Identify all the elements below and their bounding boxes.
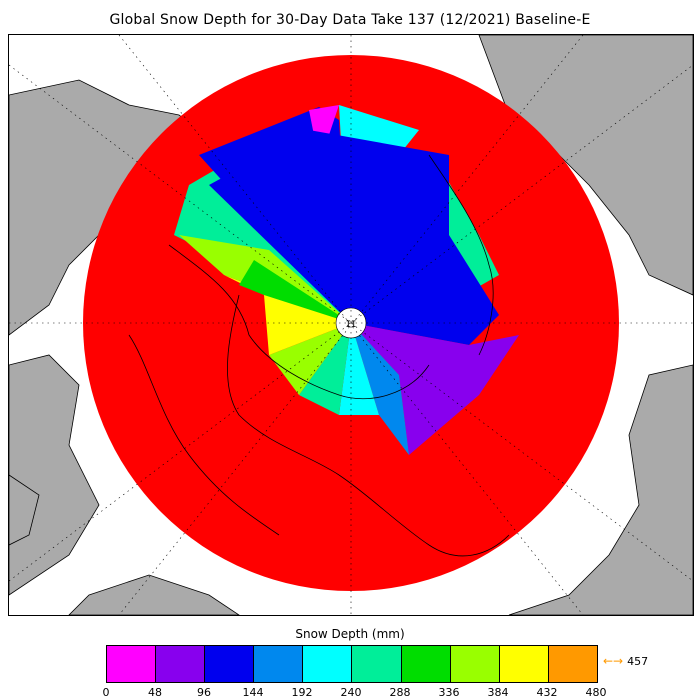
legend-tick-label: 192 bbox=[291, 686, 313, 699]
region-teal-s bbox=[299, 323, 351, 415]
legend-tick-label: 336 bbox=[438, 686, 460, 699]
map-title: Global Snow Depth for 30-Day Data Take 1… bbox=[109, 12, 591, 28]
graticule bbox=[9, 35, 693, 615]
polar-map: II bbox=[8, 34, 694, 616]
overflow-arrow-icon: ←→ bbox=[603, 654, 624, 668]
legend-swatch bbox=[302, 646, 352, 682]
snow-depth-disc: II bbox=[83, 55, 619, 591]
legend-tick-label: 432 bbox=[536, 686, 558, 699]
legend-tick-label: 384 bbox=[487, 686, 509, 699]
legend-swatch bbox=[351, 646, 401, 682]
color-legend bbox=[106, 645, 598, 683]
region-lightblue-se bbox=[351, 323, 409, 455]
region-yellow-w bbox=[224, 275, 351, 355]
coastlines bbox=[128, 154, 510, 557]
legend-swatch bbox=[155, 646, 205, 682]
legend-tick-label: 480 bbox=[585, 686, 607, 699]
legend-tick-label: 0 bbox=[102, 686, 110, 699]
region-blue-center bbox=[209, 130, 499, 345]
legend-swatch bbox=[547, 646, 597, 682]
legend-title: Snow Depth (mm) bbox=[295, 627, 405, 641]
legend-swatch bbox=[204, 646, 254, 682]
region-purple-east bbox=[351, 323, 519, 455]
region-lime-sw bbox=[269, 323, 351, 395]
legend-swatch bbox=[449, 646, 499, 682]
region-cyan-s bbox=[339, 323, 379, 415]
overflow-value: 457 bbox=[627, 654, 649, 668]
legend-tick-label: 48 bbox=[148, 686, 162, 699]
region-green-w bbox=[239, 260, 351, 323]
legend-tick-label: 288 bbox=[389, 686, 411, 699]
legend-tick-label: 144 bbox=[242, 686, 264, 699]
legend-tick-label: 240 bbox=[340, 686, 362, 699]
legend-swatch bbox=[253, 646, 303, 682]
legend-swatch bbox=[498, 646, 548, 682]
overflow-indicator: ←→ 457 bbox=[603, 654, 648, 668]
svg-text:II: II bbox=[346, 320, 357, 330]
legend-swatch bbox=[400, 646, 450, 682]
legend-swatch bbox=[107, 646, 156, 682]
legend-tick-label: 96 bbox=[197, 686, 211, 699]
